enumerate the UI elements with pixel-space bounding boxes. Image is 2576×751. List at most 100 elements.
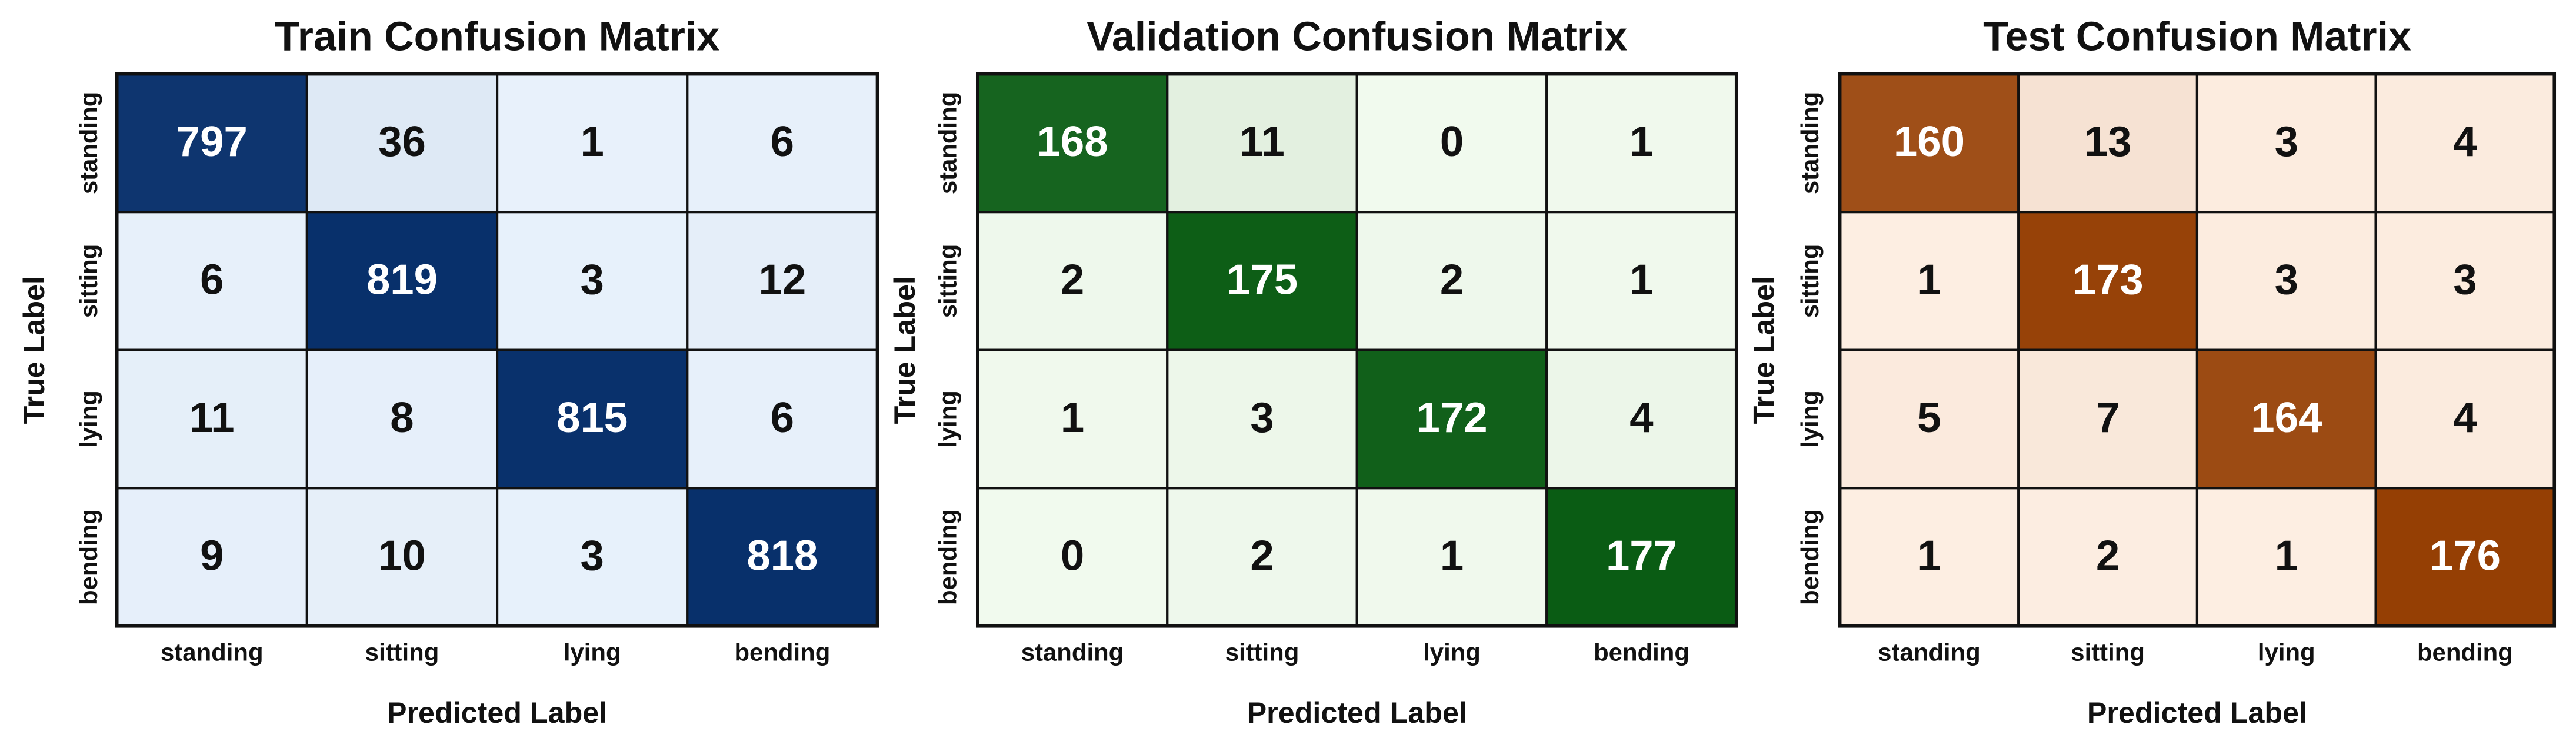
cell-label: 4 [1629, 394, 1653, 441]
y-tick-label: standing [1796, 92, 1824, 194]
frame [1838, 72, 2557, 628]
cell-label: 36 [378, 118, 426, 165]
cell-label: 168 [1037, 118, 1108, 165]
chart-title: Test Confusion Matrix [1983, 13, 2411, 59]
cell [2374, 487, 2556, 627]
cell [2017, 348, 2199, 490]
y-axis-label: True Label [18, 276, 51, 424]
frame [115, 72, 879, 628]
y-tick-label: standing [75, 92, 102, 194]
cell-label: 1 [1440, 531, 1464, 579]
cell-label: 0 [1440, 118, 1464, 165]
cell-label: 1 [580, 118, 604, 165]
cell [1355, 211, 1548, 351]
cell-label: 9 [200, 531, 224, 579]
y-tick-label: bending [934, 509, 961, 605]
cell [305, 348, 499, 490]
x-tick-label: sitting [2071, 638, 2145, 666]
cell-label: 173 [2072, 255, 2144, 303]
cell-label: 1 [1061, 394, 1084, 441]
cell-label: 11 [189, 394, 235, 441]
cell-label: 3 [2275, 255, 2298, 303]
cell-label: 1 [1917, 255, 1941, 303]
cell-label: 797 [176, 118, 248, 165]
cell-label: 175 [1227, 255, 1298, 303]
cell-label: 818 [747, 531, 818, 579]
cell-label: 819 [366, 255, 438, 303]
cell-label: 815 [556, 394, 628, 441]
cell-label: 2 [2096, 531, 2120, 579]
y-tick-label: lying [934, 390, 961, 448]
cell-label: 2 [1440, 255, 1464, 303]
cell-label: 5 [1917, 394, 1941, 441]
cell [1166, 487, 1358, 627]
y-tick-label: sitting [934, 244, 961, 318]
cell-label: 160 [1894, 118, 1965, 165]
cell [2374, 348, 2556, 490]
cell [1166, 211, 1358, 351]
cell [1355, 348, 1548, 490]
cell [1166, 72, 1358, 214]
x-tick-label: bending [734, 638, 830, 666]
cell [1166, 348, 1358, 490]
cell-label: 3 [1250, 394, 1274, 441]
cell-label: 1 [1917, 531, 1941, 579]
chart-title: Validation Confusion Matrix [1087, 13, 1627, 59]
cell [1355, 487, 1548, 627]
cell [686, 348, 879, 490]
cell-label: 6 [771, 394, 794, 441]
x-axis-label: Predicted Label [387, 696, 607, 729]
cell-label: 2 [1250, 531, 1274, 579]
x-axis-label: Predicted Label [1247, 696, 1467, 729]
y-tick-label: standing [934, 92, 961, 194]
cell [305, 72, 499, 214]
cell-label: 1 [1629, 118, 1653, 165]
cell [2017, 487, 2199, 627]
cell [686, 72, 879, 214]
x-tick-label: bending [2417, 638, 2513, 666]
y-tick-label: lying [1796, 390, 1824, 448]
cell-label: 177 [1606, 531, 1677, 579]
cell-label: 1 [2275, 531, 2298, 579]
cell-label: 13 [2084, 118, 2132, 165]
x-tick-label: sitting [365, 638, 439, 666]
cell-label: 3 [2275, 118, 2298, 165]
cell-label: 4 [2453, 118, 2477, 165]
y-tick-label: sitting [1796, 244, 1824, 318]
cell-label: 3 [580, 531, 604, 579]
cell [2195, 348, 2377, 490]
cell [305, 487, 499, 627]
x-axis-label: Predicted Label [2087, 696, 2307, 729]
x-tick-label: lying [564, 638, 621, 666]
cell-label: 12 [759, 255, 807, 303]
cell-label: 6 [200, 255, 224, 303]
frame [975, 72, 1738, 628]
cell [976, 487, 1169, 627]
cell-label: 2 [1061, 255, 1084, 303]
cell-label: 3 [580, 255, 604, 303]
chart-title: Train Confusion Matrix [275, 13, 719, 59]
cell [976, 211, 1169, 351]
y-tick-label: lying [75, 390, 102, 448]
y-tick-label: bending [75, 509, 102, 605]
cell-label: 11 [1239, 118, 1285, 165]
cell [2374, 211, 2556, 351]
cell [1838, 211, 2020, 351]
cell [686, 211, 879, 351]
x-tick-label: standing [1878, 638, 1980, 666]
cell-label: 172 [1416, 394, 1487, 441]
cell [2017, 211, 2199, 351]
cell-label: 164 [2251, 394, 2322, 441]
cell-label: 176 [2430, 531, 2501, 579]
cell-label: 4 [2453, 394, 2477, 441]
cell-label: 1 [1629, 255, 1653, 303]
x-tick-label: standing [161, 638, 263, 666]
cell [115, 72, 308, 214]
cell [2195, 72, 2377, 214]
cell-label: 0 [1061, 531, 1084, 579]
cell [305, 211, 499, 351]
cell-label: 6 [771, 118, 794, 165]
cell-label: 10 [378, 531, 426, 579]
x-tick-label: lying [2258, 638, 2315, 666]
